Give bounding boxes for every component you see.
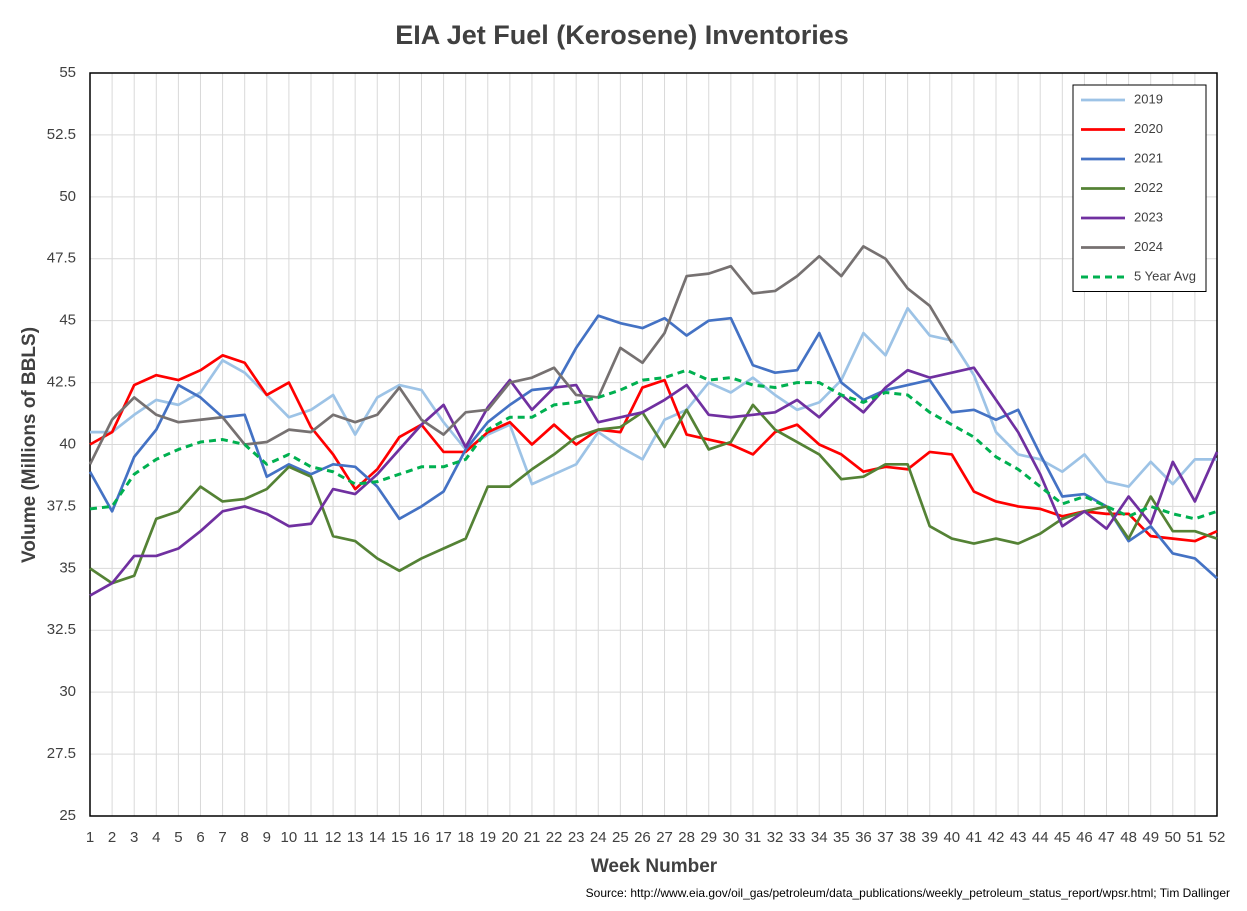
series-line (89, 353, 1218, 543)
x-tick-label: 19 (479, 829, 496, 846)
x-tick-label: 15 (391, 829, 408, 846)
x-tick-label: 10 (281, 829, 298, 846)
x-tick-label: 46 (1076, 829, 1093, 846)
legend-label: 5 Year Avg (1134, 268, 1196, 283)
y-tick-label: 30 (59, 683, 76, 700)
x-tick-label: 34 (811, 829, 828, 846)
x-tick-label: 27 (656, 829, 673, 846)
x-tick-label: 45 (1054, 829, 1071, 846)
x-tick-label: 44 (1032, 829, 1049, 846)
x-tick-label: 37 (877, 829, 894, 846)
x-tick-label: 12 (325, 829, 342, 846)
source-note: Source: http://www.eia.gov/oil_gas/petro… (586, 886, 1230, 900)
x-tick-label: 35 (833, 829, 850, 846)
chart-title: EIA Jet Fuel (Kerosene) Inventories (395, 20, 849, 50)
series-line (90, 306, 1217, 488)
x-tick-label: 20 (502, 829, 519, 846)
x-tick-label: 43 (1010, 829, 1027, 846)
x-tick-label: 38 (899, 829, 916, 846)
x-tick-label: 31 (745, 829, 762, 846)
y-tick-label: 37.5 (47, 497, 76, 514)
x-tick-label: 42 (988, 829, 1005, 846)
x-tick-label: 28 (678, 829, 695, 846)
y-tick-label: 42.5 (47, 374, 76, 391)
x-tick-label: 7 (218, 829, 226, 846)
series-line (88, 314, 1218, 580)
x-tick-label: 6 (196, 829, 204, 846)
x-tick-label: 50 (1164, 829, 1181, 846)
x-tick-label: 39 (921, 829, 938, 846)
x-tick-label: 22 (546, 829, 563, 846)
x-tick-label: 2 (108, 829, 116, 846)
x-axis-label: Week Number (591, 856, 718, 877)
x-tick-label: 49 (1142, 829, 1159, 846)
series-line (88, 245, 953, 465)
legend-label: 2021 (1134, 150, 1163, 165)
x-tick-label: 51 (1187, 829, 1204, 846)
x-tick-label: 17 (435, 829, 452, 846)
series-line (89, 403, 1218, 585)
x-tick-label: 18 (457, 829, 474, 846)
legend-label: 2020 (1134, 121, 1163, 136)
x-tick-label: 47 (1098, 829, 1115, 846)
x-tick-label: 30 (722, 829, 739, 846)
y-tick-label: 40 (59, 435, 76, 452)
x-tick-label: 25 (612, 829, 629, 846)
x-tick-label: 26 (634, 829, 651, 846)
y-tick-label: 55 (59, 64, 76, 81)
legend-label: 2024 (1134, 239, 1163, 254)
x-tick-label: 8 (241, 829, 249, 846)
x-tick-label: 33 (789, 829, 806, 846)
x-tick-label: 23 (568, 829, 585, 846)
y-tick-label: 27.5 (47, 745, 76, 762)
series-line (89, 366, 1219, 597)
y-tick-label: 47.5 (47, 250, 76, 267)
y-tick-label: 50 (59, 188, 76, 205)
x-tick-label: 9 (263, 829, 271, 846)
y-tick-label: 32.5 (47, 621, 76, 638)
legend-label: 2023 (1134, 209, 1163, 224)
legend-label: 2022 (1134, 180, 1163, 195)
y-tick-label: 35 (59, 559, 76, 576)
y-axis-label: Volume (Millions of BBLS) (19, 327, 40, 563)
x-tick-label: 5 (174, 829, 182, 846)
y-tick-label: 52.5 (47, 126, 76, 143)
x-tick-label: 24 (590, 829, 607, 846)
x-tick-label: 1 (86, 829, 94, 846)
x-tick-label: 21 (524, 829, 541, 846)
y-tick-label: 45 (59, 312, 76, 329)
x-tick-label: 41 (966, 829, 983, 846)
x-tick-label: 32 (767, 829, 784, 846)
x-tick-label: 36 (855, 829, 872, 846)
legend-label: 2019 (1134, 91, 1163, 106)
x-tick-label: 14 (369, 829, 386, 846)
x-tick-label: 13 (347, 829, 364, 846)
x-tick-label: 4 (152, 829, 160, 846)
x-tick-label: 16 (413, 829, 430, 846)
x-tick-label: 48 (1120, 829, 1137, 846)
series-line (89, 368, 1218, 521)
y-tick-label: 25 (59, 807, 76, 824)
x-tick-label: 11 (303, 829, 319, 846)
x-tick-label: 40 (943, 829, 960, 846)
x-tick-label: 52 (1209, 829, 1226, 846)
x-tick-label: 29 (700, 829, 717, 846)
x-tick-label: 3 (130, 829, 138, 846)
